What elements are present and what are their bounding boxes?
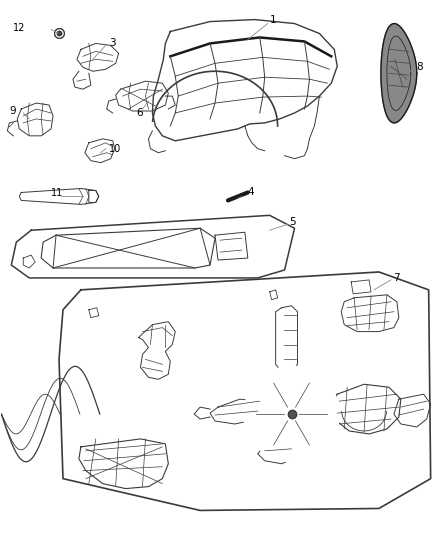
Polygon shape (17, 103, 53, 136)
Polygon shape (77, 43, 119, 71)
Polygon shape (59, 272, 431, 511)
Polygon shape (85, 139, 115, 163)
Polygon shape (258, 443, 297, 464)
Polygon shape (11, 215, 294, 278)
Polygon shape (276, 306, 297, 372)
Polygon shape (138, 321, 175, 379)
Text: 5: 5 (290, 217, 296, 227)
Circle shape (244, 366, 339, 462)
Polygon shape (79, 439, 168, 489)
Text: 11: 11 (51, 189, 63, 198)
Polygon shape (210, 399, 265, 424)
Text: 7: 7 (393, 273, 399, 283)
Text: 6: 6 (137, 108, 143, 118)
Text: 9: 9 (9, 106, 16, 116)
Text: 12: 12 (13, 22, 26, 33)
Polygon shape (381, 23, 417, 123)
Text: 1: 1 (270, 14, 276, 25)
Text: 10: 10 (109, 144, 121, 154)
Text: 3: 3 (109, 38, 115, 49)
Polygon shape (331, 384, 401, 434)
Polygon shape (341, 295, 399, 332)
Polygon shape (41, 228, 215, 268)
Text: 4: 4 (248, 188, 254, 197)
Polygon shape (152, 20, 337, 141)
Text: 8: 8 (417, 62, 424, 72)
Polygon shape (116, 81, 168, 111)
Polygon shape (394, 394, 431, 427)
Polygon shape (19, 189, 99, 204)
